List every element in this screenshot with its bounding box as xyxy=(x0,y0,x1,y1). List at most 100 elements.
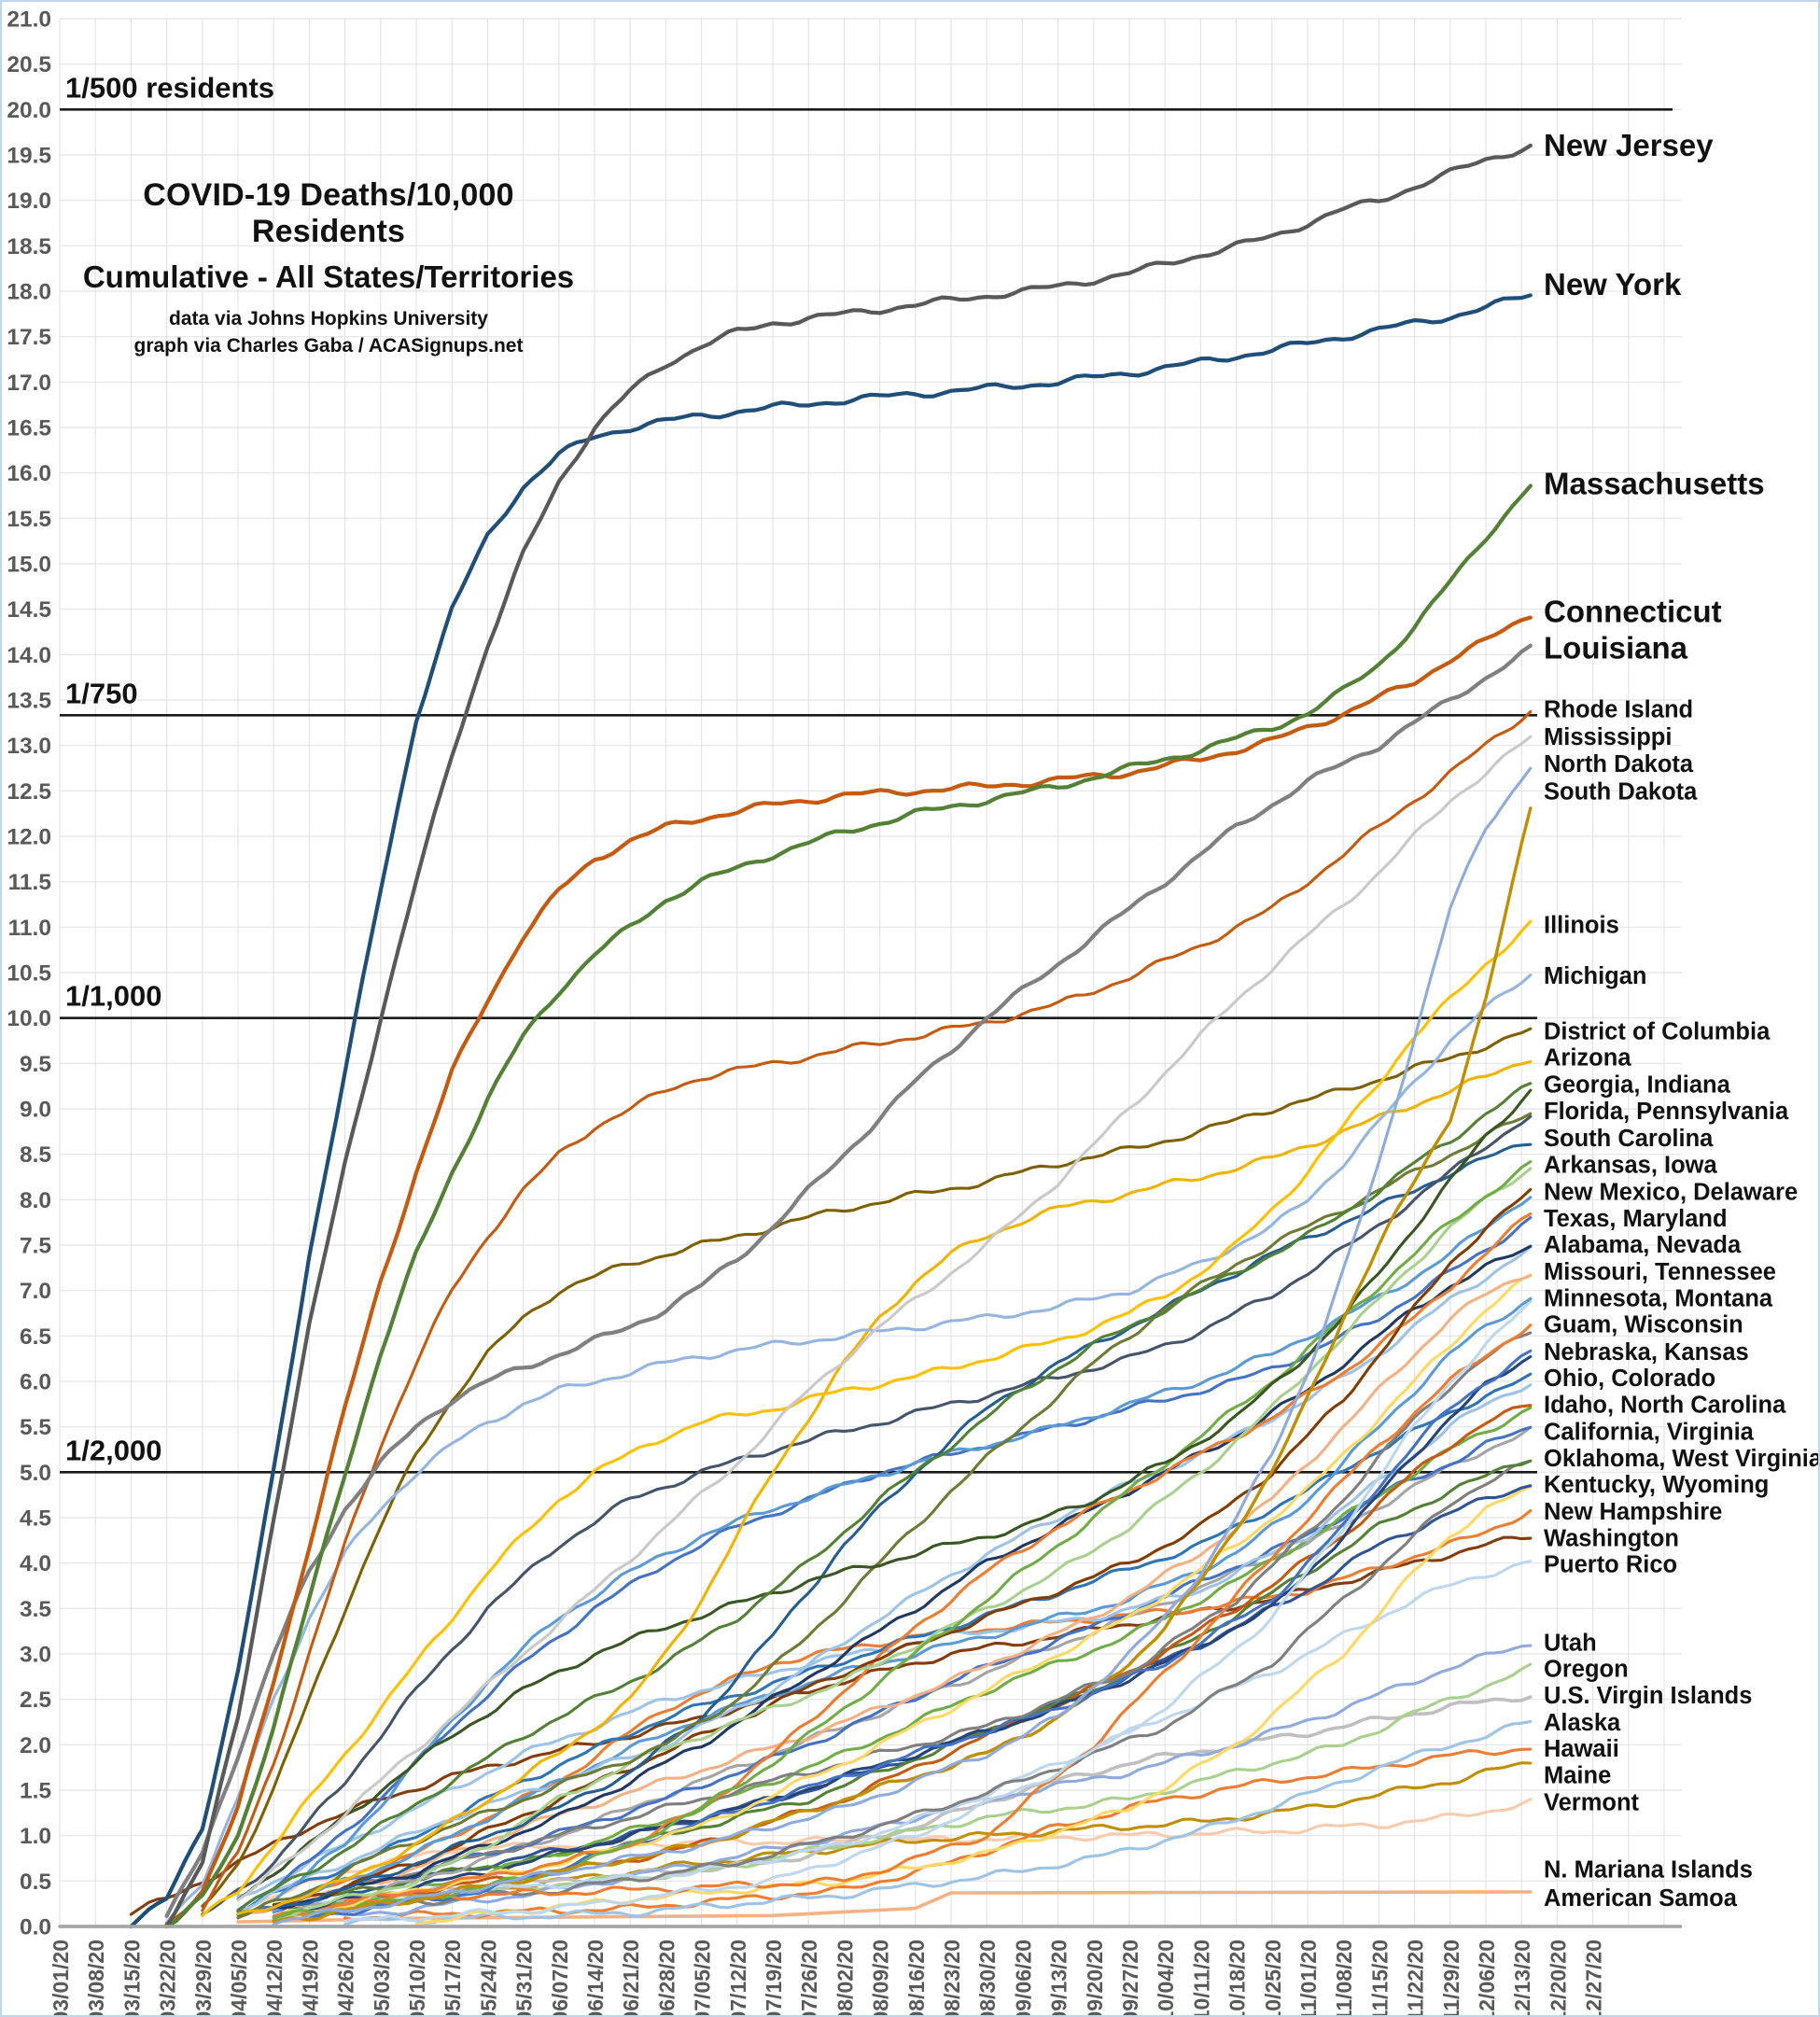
y-tick-label: 17.5 xyxy=(7,325,51,350)
end-label-minnesota-montana: Minnesota, Montana xyxy=(1544,1286,1773,1312)
series-line-iowa xyxy=(272,1167,1533,1921)
x-tick-label: 03/15/20 xyxy=(119,1940,144,2017)
x-tick-label: 05/10/20 xyxy=(405,1940,429,2017)
series-line-south-dakota xyxy=(272,806,1533,1924)
y-tick-label: 0.0 xyxy=(20,1915,51,1940)
end-label-idaho-north-carolina: Idaho, North Carolina xyxy=(1544,1392,1786,1418)
series-line-florida xyxy=(236,1112,1533,1920)
series-line-massachusetts xyxy=(164,483,1533,1929)
end-label-guam-wisconsin: Guam, Wisconsin xyxy=(1544,1312,1743,1338)
series-line-new-mexico xyxy=(272,1187,1533,1907)
x-tick-label: 11/08/20 xyxy=(1332,1940,1356,2017)
x-tick-label: 09/20/20 xyxy=(1083,1940,1107,2017)
y-tick-label: 11.5 xyxy=(8,870,51,895)
series-line-texas xyxy=(272,1212,1533,1918)
y-tick-label: 4.0 xyxy=(20,1551,51,1576)
y-tick-label: 7.0 xyxy=(20,1279,51,1304)
series-line-wisconsin xyxy=(272,1331,1533,1909)
y-tick-label: 3.5 xyxy=(20,1597,51,1622)
y-tick-label: 5.0 xyxy=(20,1461,51,1486)
x-tick-label: 08/30/20 xyxy=(975,1940,1000,2017)
x-tick-label: 08/02/20 xyxy=(833,1940,857,2017)
x-tick-label: 10/18/20 xyxy=(1225,1940,1250,2017)
ref-line-label-1-500-residents: 1/500 residents xyxy=(65,71,274,104)
y-tick-label: 7.5 xyxy=(20,1234,51,1259)
series-line-indiana xyxy=(236,1088,1533,1901)
x-tick-label: 11/01/20 xyxy=(1296,1940,1321,2017)
series-line-michigan xyxy=(165,973,1533,1925)
x-tick-label: 11/29/20 xyxy=(1439,1940,1463,2017)
x-tick-label: 05/24/20 xyxy=(476,1940,500,2017)
ref-line-label-1-1-000: 1/1,000 xyxy=(65,980,161,1013)
end-label-alabama-nevada: Alabama, Nevada xyxy=(1544,1232,1742,1258)
series-line-mississippi xyxy=(236,735,1533,1902)
y-tick-label: 6.0 xyxy=(20,1370,51,1395)
y-tick-label: 9.5 xyxy=(20,1052,51,1077)
x-tick-label: 12/27/20 xyxy=(1582,1940,1606,2017)
x-tick-label: 08/23/20 xyxy=(940,1940,964,2017)
series-line-illinois xyxy=(201,919,1533,1918)
series-line-north-dakota xyxy=(272,766,1533,1926)
y-tick-label: 4.5 xyxy=(20,1506,51,1532)
y-tick-label: 13.5 xyxy=(7,689,51,714)
end-label-new-mexico-delaware: New Mexico, Delaware xyxy=(1544,1180,1798,1206)
y-tick-label: 12.0 xyxy=(7,825,51,850)
end-label-district-of-columbia: District of Columbia xyxy=(1544,1018,1771,1044)
series-line-minnesota xyxy=(272,1296,1533,1914)
series-line-georgia xyxy=(236,1082,1533,1913)
end-label-texas-maryland: Texas, Maryland xyxy=(1544,1206,1728,1232)
end-label-washington: Washington xyxy=(1544,1525,1679,1551)
x-tick-label: 12/06/20 xyxy=(1475,1940,1499,2017)
end-label-new-hampshire: New Hampshire xyxy=(1544,1499,1722,1525)
x-tick-label: 11/15/20 xyxy=(1367,1940,1392,2017)
end-label-missouri-tennessee: Missouri, Tennessee xyxy=(1544,1259,1776,1285)
x-axis: 03/01/20 03/08/20 03/15/20 03/22/20 03/29/20… xyxy=(49,1940,1606,2017)
y-tick-label: 14.5 xyxy=(7,597,51,623)
y-tick-label: 18.5 xyxy=(7,234,51,259)
x-tick-label: 04/12/20 xyxy=(262,1940,287,2017)
end-label-american-samoa: American Samoa xyxy=(1544,1885,1738,1912)
y-tick-label: 6.5 xyxy=(20,1324,51,1350)
end-labels: New Jersey New York Massachusetts Connectic… xyxy=(1544,128,1820,1912)
x-tick-label: 03/08/20 xyxy=(84,1940,108,2017)
x-tick-label: 11/22/20 xyxy=(1404,1940,1428,2017)
end-label-north-dakota: North Dakota xyxy=(1544,751,1694,777)
x-tick-label: 04/05/20 xyxy=(227,1940,251,2017)
x-tick-label: 12/13/20 xyxy=(1510,1940,1534,2017)
y-tick-label: 19.0 xyxy=(7,189,51,214)
y-tick-label: 21.0 xyxy=(7,7,51,33)
x-tick-label: 06/14/20 xyxy=(583,1940,608,2017)
end-label-georgia-indiana: Georgia, Indiana xyxy=(1544,1072,1731,1099)
series-line-washington xyxy=(129,1535,1533,1916)
y-tick-label: 10.0 xyxy=(7,1006,51,1031)
y-tick-label: 11.0 xyxy=(8,916,51,941)
end-label-kentucky-wyoming: Kentucky, Wyoming xyxy=(1544,1472,1769,1498)
x-tick-label: 05/31/20 xyxy=(512,1940,537,2017)
y-tick-label: 18.0 xyxy=(7,280,51,305)
end-label-hawaii: Hawaii xyxy=(1544,1736,1619,1762)
end-label-u-s-virgin-islands: U.S. Virgin Islands xyxy=(1544,1683,1752,1709)
end-label-puerto-rico: Puerto Rico xyxy=(1544,1552,1677,1578)
y-tick-label: 2.0 xyxy=(20,1733,51,1758)
x-tick-label: 09/06/20 xyxy=(1011,1940,1035,2017)
series-line-new-york xyxy=(129,293,1533,1929)
x-tick-label: 05/03/20 xyxy=(370,1940,394,2017)
series-line-arizona xyxy=(236,1059,1533,1916)
y-tick-label: 15.0 xyxy=(7,553,51,578)
end-label-massachusetts: Massachusetts xyxy=(1544,466,1765,500)
end-label-maine: Maine xyxy=(1544,1763,1611,1789)
series-line-kansas xyxy=(307,1354,1533,1912)
end-label-utah: Utah xyxy=(1544,1630,1597,1656)
x-tick-label: 10/11/20 xyxy=(1189,1940,1213,2017)
series-line-nevada xyxy=(236,1245,1533,1912)
end-label-mississippi: Mississippi xyxy=(1544,724,1672,750)
end-label-oklahoma-west-virginia: Oklahoma, West Virginia xyxy=(1544,1446,1820,1472)
end-label-new-jersey: New Jersey xyxy=(1544,128,1714,162)
end-label-ohio-colorado: Ohio, Colorado xyxy=(1544,1366,1715,1392)
x-tick-label: 05/17/20 xyxy=(441,1940,465,2017)
x-tick-label: 08/09/20 xyxy=(869,1940,893,2017)
end-label-nebraska-kansas: Nebraska, Kansas xyxy=(1544,1339,1749,1366)
ref-line-label-1-750: 1/750 xyxy=(65,677,138,709)
